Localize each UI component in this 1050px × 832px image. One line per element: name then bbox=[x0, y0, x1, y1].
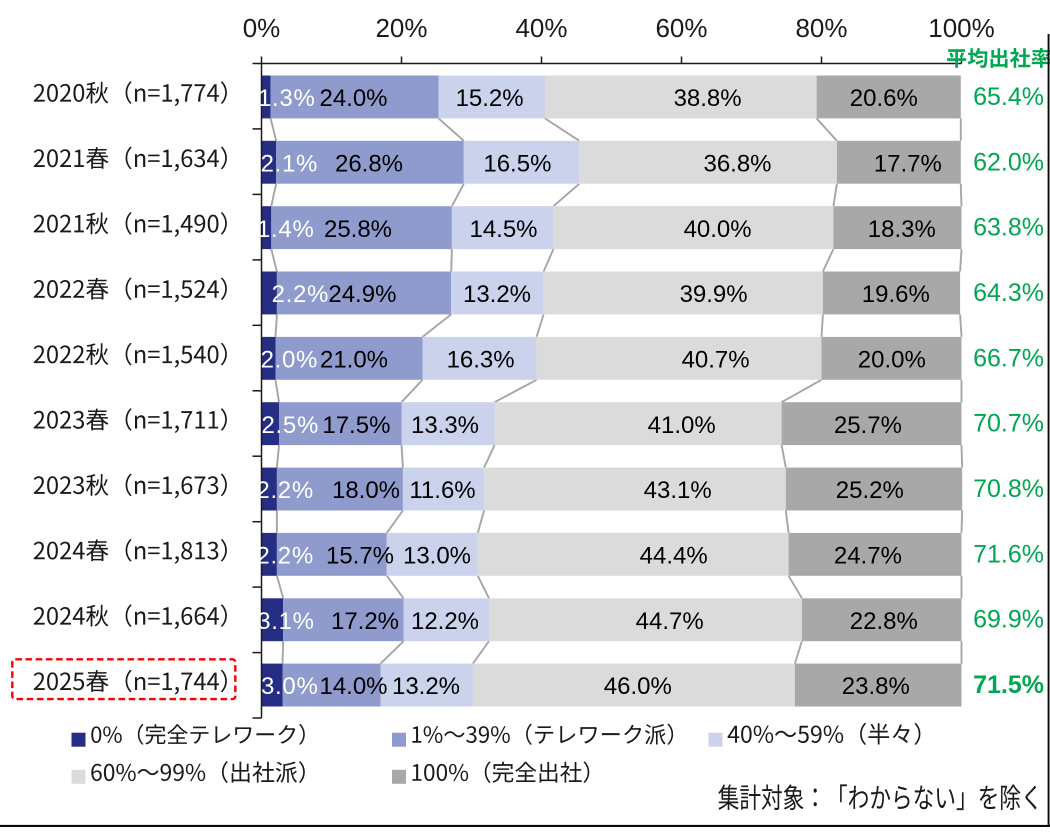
svg-text:20.6%: 20.6% bbox=[850, 85, 918, 112]
svg-text:71.5%: 71.5% bbox=[973, 671, 1044, 699]
svg-text:70.7%: 70.7% bbox=[973, 410, 1044, 438]
svg-text:13.0%: 13.0% bbox=[403, 543, 471, 570]
svg-text:71.6%: 71.6% bbox=[973, 540, 1044, 568]
svg-text:19.6%: 19.6% bbox=[862, 281, 930, 308]
svg-text:63.8%: 63.8% bbox=[973, 214, 1044, 242]
svg-text:15.2%: 15.2% bbox=[456, 85, 524, 112]
svg-text:36.8%: 36.8% bbox=[703, 150, 771, 177]
svg-text:13.2%: 13.2% bbox=[392, 673, 460, 700]
svg-text:20%: 20% bbox=[375, 13, 427, 43]
svg-text:21.0%: 21.0% bbox=[320, 347, 388, 374]
svg-text:20.0%: 20.0% bbox=[858, 347, 926, 374]
svg-text:41.0%: 41.0% bbox=[648, 412, 716, 439]
svg-text:26.8%: 26.8% bbox=[335, 150, 403, 177]
svg-text:3.0%: 3.0% bbox=[261, 673, 319, 700]
svg-text:40.7%: 40.7% bbox=[682, 347, 750, 374]
svg-text:2.2%: 2.2% bbox=[256, 543, 314, 570]
svg-text:23.8%: 23.8% bbox=[842, 673, 910, 700]
svg-text:25.8%: 25.8% bbox=[324, 216, 392, 243]
svg-text:24.7%: 24.7% bbox=[834, 543, 902, 570]
svg-text:24.0%: 24.0% bbox=[319, 85, 387, 112]
svg-text:2.2%: 2.2% bbox=[256, 477, 314, 504]
svg-text:11.6%: 11.6% bbox=[409, 477, 475, 504]
svg-text:1.3%: 1.3% bbox=[258, 85, 316, 112]
svg-text:18.3%: 18.3% bbox=[868, 216, 936, 243]
svg-text:80%: 80% bbox=[795, 13, 847, 43]
svg-text:40%: 40% bbox=[515, 13, 567, 43]
svg-text:15.7%: 15.7% bbox=[326, 543, 394, 570]
svg-text:13.2%: 13.2% bbox=[463, 281, 531, 308]
svg-text:62.0%: 62.0% bbox=[973, 148, 1044, 176]
svg-text:100%: 100% bbox=[928, 13, 995, 43]
svg-text:14.5%: 14.5% bbox=[469, 216, 537, 243]
svg-text:18.0%: 18.0% bbox=[332, 477, 400, 504]
svg-text:12.2%: 12.2% bbox=[411, 608, 479, 635]
svg-text:13.3%: 13.3% bbox=[411, 412, 479, 439]
svg-text:1.4%: 1.4% bbox=[257, 216, 315, 243]
svg-text:44.4%: 44.4% bbox=[640, 543, 708, 570]
svg-text:38.8%: 38.8% bbox=[674, 85, 742, 112]
svg-text:43.1%: 43.1% bbox=[644, 477, 712, 504]
svg-text:17.2%: 17.2% bbox=[331, 608, 399, 635]
svg-text:60%: 60% bbox=[655, 13, 707, 43]
svg-text:2.5%: 2.5% bbox=[262, 412, 320, 439]
svg-text:24.9%: 24.9% bbox=[328, 281, 396, 308]
svg-text:0%: 0% bbox=[243, 13, 281, 43]
svg-text:2.2%: 2.2% bbox=[272, 281, 330, 308]
svg-text:69.9%: 69.9% bbox=[973, 606, 1044, 634]
svg-text:17.7%: 17.7% bbox=[874, 150, 942, 177]
svg-text:16.3%: 16.3% bbox=[447, 347, 515, 374]
svg-text:3.1%: 3.1% bbox=[257, 608, 315, 635]
svg-text:2.1%: 2.1% bbox=[261, 150, 319, 177]
svg-text:17.5%: 17.5% bbox=[322, 412, 390, 439]
svg-text:64.3%: 64.3% bbox=[973, 279, 1044, 307]
svg-text:25.2%: 25.2% bbox=[836, 477, 904, 504]
svg-text:66.7%: 66.7% bbox=[973, 344, 1044, 372]
svg-text:40.0%: 40.0% bbox=[684, 216, 752, 243]
svg-text:70.8%: 70.8% bbox=[973, 475, 1044, 503]
svg-text:16.5%: 16.5% bbox=[483, 150, 551, 177]
svg-text:44.7%: 44.7% bbox=[636, 608, 704, 635]
svg-text:25.7%: 25.7% bbox=[834, 412, 902, 439]
svg-text:46.0%: 46.0% bbox=[604, 673, 672, 700]
svg-text:22.8%: 22.8% bbox=[850, 608, 918, 635]
svg-text:65.4%: 65.4% bbox=[973, 83, 1044, 111]
svg-text:2.0%: 2.0% bbox=[261, 347, 319, 374]
svg-text:39.9%: 39.9% bbox=[680, 281, 748, 308]
svg-text:14.0%: 14.0% bbox=[319, 673, 387, 700]
